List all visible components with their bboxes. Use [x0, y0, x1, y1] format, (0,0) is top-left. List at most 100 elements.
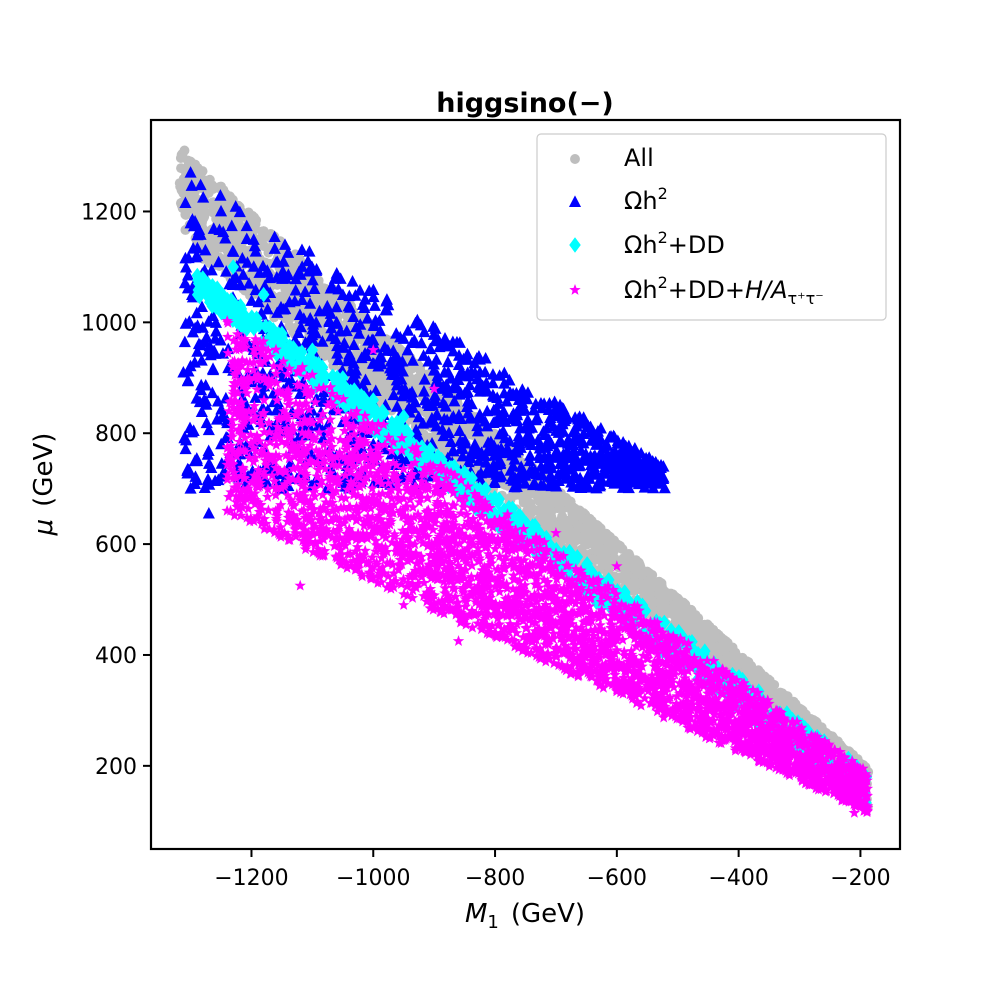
- point-triangle: [325, 329, 338, 342]
- point-triangle: [178, 335, 191, 348]
- point-triangle: [607, 429, 620, 442]
- point-circle: [656, 601, 667, 612]
- point-circle: [786, 700, 797, 711]
- point-triangle: [182, 463, 195, 476]
- point-triangle: [289, 272, 302, 285]
- point-triangle: [247, 260, 260, 272]
- point-circle: [582, 535, 593, 546]
- point-triangle: [307, 334, 320, 347]
- point-triangle: [471, 419, 484, 432]
- point-circle: [742, 666, 753, 677]
- point-circle: [284, 320, 295, 331]
- point-triangle: [199, 243, 212, 256]
- point-circle: [658, 585, 669, 596]
- point-triangle: [209, 316, 223, 328]
- point-triangle: [378, 442, 392, 455]
- point-triangle: [289, 283, 302, 296]
- point-triangle: [196, 321, 209, 333]
- point-triangle: [210, 324, 223, 337]
- point-circle: [678, 615, 689, 626]
- point-triangle: [440, 378, 453, 390]
- point-triangle: [424, 416, 437, 428]
- point-circle: [670, 617, 681, 627]
- point-triangle: [472, 372, 485, 385]
- point-triangle: [618, 464, 632, 476]
- point-circle: [565, 500, 576, 511]
- point-triangle: [488, 449, 501, 461]
- point-triangle: [498, 377, 511, 389]
- point-triangle: [225, 219, 238, 232]
- point-circle: [383, 380, 394, 391]
- point-triangle: [527, 403, 540, 416]
- point-triangle: [237, 268, 250, 280]
- point-triangle: [188, 454, 201, 467]
- point-triangle: [514, 467, 527, 480]
- point-triangle: [473, 353, 486, 365]
- point-triangle: [601, 448, 614, 461]
- point-triangle: [388, 368, 402, 381]
- point-triangle: [306, 322, 319, 335]
- point-circle: [554, 520, 565, 531]
- point-triangle: [543, 456, 557, 468]
- point-triangle: [635, 466, 648, 479]
- point-triangle: [444, 435, 457, 448]
- point-triangle: [200, 330, 213, 343]
- point-triangle: [190, 392, 203, 404]
- point-circle: [619, 560, 630, 571]
- point-triangle: [292, 265, 305, 278]
- point-triangle: [505, 389, 518, 402]
- point-triangle: [533, 449, 546, 461]
- point-circle: [680, 601, 691, 612]
- point-circle: [767, 682, 778, 693]
- point-triangle: [187, 219, 201, 232]
- point-triangle: [185, 179, 198, 191]
- point-circle: [216, 181, 226, 192]
- point-triangle: [212, 255, 225, 268]
- point-circle: [409, 378, 420, 389]
- point-triangle: [220, 430, 233, 443]
- point-triangle: [361, 312, 374, 324]
- point-triangle: [526, 478, 540, 491]
- point-triangle: [202, 444, 215, 457]
- point-triangle: [479, 456, 492, 468]
- point-triangle: [195, 300, 209, 312]
- point-triangle: [430, 408, 443, 420]
- point-triangle: [338, 336, 351, 349]
- point-triangle: [556, 401, 569, 414]
- point-triangle: [198, 481, 211, 493]
- point-triangle: [559, 412, 572, 424]
- point-triangle: [465, 397, 478, 410]
- point-triangle: [543, 470, 556, 482]
- point-triangle: [248, 239, 261, 252]
- point-triangle: [195, 378, 208, 391]
- point-triangle: [460, 386, 473, 399]
- point-triangle: [299, 336, 312, 348]
- point-triangle: [493, 470, 506, 483]
- point-triangle: [317, 385, 330, 398]
- series-star: [221, 315, 874, 818]
- point-circle: [628, 577, 639, 588]
- point-triangle: [557, 465, 570, 478]
- point-triangle: [206, 386, 219, 399]
- point-triangle: [473, 381, 487, 394]
- point-triangle: [412, 410, 425, 423]
- point-triangle: [397, 332, 410, 344]
- point-triangle: [505, 410, 518, 423]
- point-triangle: [374, 350, 388, 362]
- point-circle: [621, 552, 632, 563]
- point-triangle: [331, 347, 344, 359]
- point-triangle: [498, 405, 511, 418]
- point-triangle: [402, 324, 415, 336]
- point-triangle: [552, 426, 565, 438]
- point-circle: [588, 518, 599, 529]
- point-triangle: [301, 254, 315, 267]
- point-triangle: [512, 402, 525, 415]
- point-triangle: [473, 454, 486, 466]
- point-triangle: [418, 373, 431, 385]
- point-circle: [210, 240, 221, 251]
- point-triangle: [522, 418, 536, 430]
- point-circle: [272, 292, 283, 303]
- point-circle: [528, 506, 539, 517]
